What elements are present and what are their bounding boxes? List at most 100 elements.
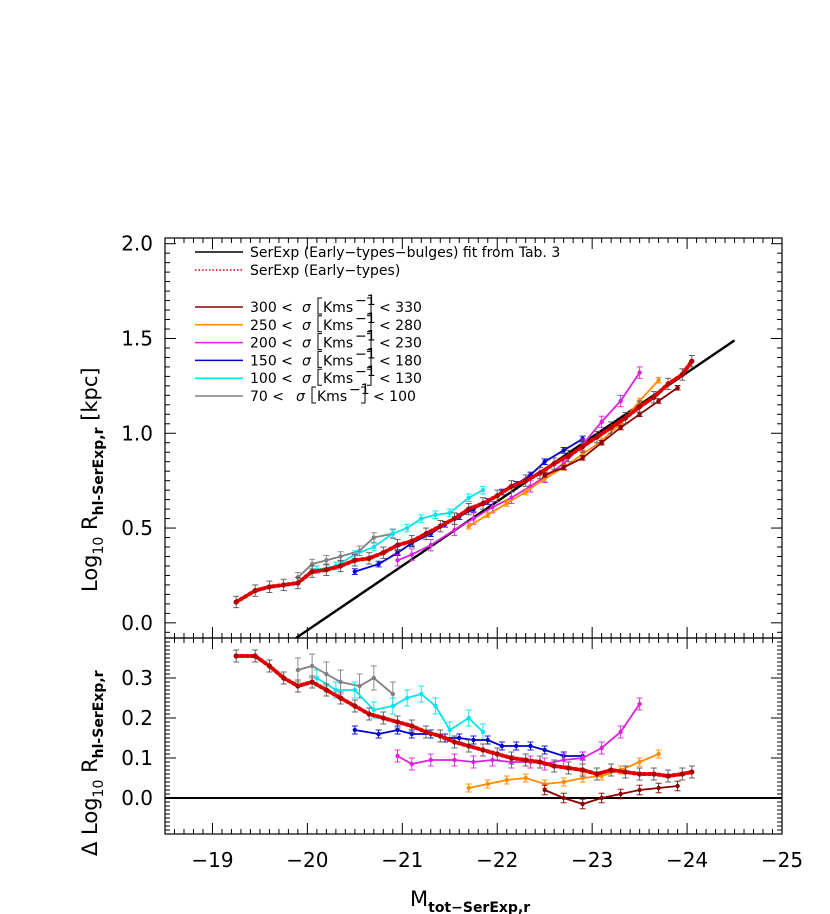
x-tick-label: −23 [571, 848, 613, 872]
bottom-sigma-150-180-point [499, 743, 505, 749]
top-sigma-150-180-point [542, 459, 547, 464]
legend-sigma-label: 150 < σ Kms −1 < 180 [250, 346, 422, 369]
bottom-sigma-300-330-point [580, 801, 585, 807]
bottom-early-types-point [537, 759, 543, 765]
bottom-early-types-point [679, 771, 685, 777]
top-sigma-100-130-point [371, 544, 377, 550]
top-early-types-point [451, 515, 458, 522]
bottom-sigma-200-230-point [637, 701, 642, 707]
bottom-early-types-point [252, 653, 258, 659]
top-early-types-point [281, 582, 287, 588]
bottom-sigma-150-180-point [528, 743, 533, 749]
bottom-sigma-300-330-point [618, 791, 623, 797]
legend-sigma-hi: < 230 [379, 336, 422, 352]
top-early-types-point [309, 569, 315, 575]
bottom-early-types-point [233, 653, 239, 659]
legend-bracket-close [367, 333, 372, 351]
top-early-types-point [689, 358, 695, 364]
top-sigma-100-130-point [433, 512, 438, 517]
top-sigma-250-280-point [523, 489, 528, 495]
bottom-sigma-250-280-point [580, 775, 585, 781]
top-sigma-200-230-point [395, 558, 400, 563]
top-y-tick-label: 1.0 [121, 421, 153, 445]
bottom-sigma-200-230-point [471, 759, 476, 765]
top-early-types-point [523, 478, 529, 484]
bottom-sigma-250-280-point [466, 785, 471, 791]
top-early-types-point [679, 371, 685, 378]
top-sigma-100-130-point [480, 487, 486, 493]
bottom-early-types-point [323, 687, 329, 693]
bottom-sigma-100-130-point [314, 675, 320, 681]
bottom-sigma-100-130-point [404, 695, 410, 701]
top-early-types-point [466, 506, 472, 512]
bottom-sigma-150-180-point [471, 737, 476, 743]
bottom-sigma-70-100-point [371, 675, 377, 681]
top-early-types-point [323, 567, 329, 573]
bottom-early-types-point [309, 679, 315, 685]
top-y-axis-label: Log10 Rhl-SerExp,r [kpc] [78, 367, 107, 592]
bottom-early-types-point [266, 663, 273, 669]
bottom-sigma-150-180-point [542, 747, 547, 753]
top-early-types-point [665, 381, 671, 387]
top-early-types-point [295, 580, 301, 586]
top-early-types-point [608, 424, 614, 431]
bottom-early-types-point [651, 771, 657, 777]
bottom-early-types-point [665, 773, 671, 779]
bottom-sigma-300-330-point [675, 783, 680, 789]
bottom-sigma-100-130-point [433, 703, 438, 709]
bottom-early-types-point [352, 703, 358, 709]
bottom-sigma-200-230-point [599, 745, 604, 751]
bottom-sigma-100-130-point [371, 707, 377, 713]
legend-sigma-unit: Kms [323, 353, 353, 369]
bottom-frame [164, 637, 783, 835]
bottom-sigma-200-230-point [490, 757, 495, 763]
bottom-sigma-250-280-point [504, 777, 509, 783]
bottom-early-types-point [480, 747, 486, 753]
bottom-sigma-200-230-point [395, 753, 400, 759]
top-sigma-250-280-point [485, 512, 490, 517]
bottom-sigma-70-100-point [338, 679, 343, 685]
legend-sigma-exp: −1 [355, 346, 376, 362]
top-sigma-300-330-point [542, 472, 547, 478]
top-sigma-200-230-point [471, 516, 476, 521]
legend-bracket-open [311, 386, 316, 404]
bottom-early-types-point [565, 765, 572, 771]
bottom-early-types-point [409, 723, 415, 729]
legend-sigma-label: 250 < σ Kms −1 < 280 [250, 311, 422, 334]
legend-sigma-exp: −1 [355, 311, 376, 327]
bottom-sigma-150-180-point [514, 743, 519, 749]
bottom-sigma-70-100-point [324, 671, 329, 677]
legend-sigma-exp: −1 [349, 382, 370, 398]
top-y-tick-label: 0.0 [121, 611, 153, 635]
x-axis-label: Mtot−SerExp,r [410, 887, 530, 914]
top-sigma-70-100-point [371, 535, 377, 540]
top-sigma-100-130-point [390, 531, 396, 536]
top-early-types-point [394, 542, 401, 548]
top-early-types-point [580, 443, 586, 450]
top-early-types-point [366, 555, 372, 561]
bottom-early-types-point [366, 711, 372, 717]
x-tick-label: −21 [381, 848, 423, 872]
legend-bracket-close [361, 386, 366, 404]
legend-sigma-label: 70 < σ Kms −1 < 100 [250, 382, 416, 405]
legend-sigma-exp: −1 [355, 293, 376, 309]
legend-sigma-symbol: σ [302, 318, 312, 334]
top-sigma-100-130-point [447, 510, 452, 516]
top-early-types-point [637, 404, 643, 410]
bottom-sigma-70-100-point [309, 663, 315, 669]
top-early-types-point [266, 584, 273, 590]
top-early-types-point [537, 470, 543, 476]
legend-bracket-open [317, 368, 322, 386]
bottom-sigma-300-330-point [542, 787, 547, 793]
top-sigma-200-230-point [618, 398, 623, 404]
bottom-sigma-300-330-point [656, 785, 661, 791]
legend-sigma-symbol: σ [302, 353, 312, 369]
x-tick-label: −20 [286, 848, 328, 872]
legend-sigma-lo: 200 < [250, 336, 293, 352]
legend-sigma-unit: Kms [323, 300, 353, 316]
top-sigma-100-130-point [466, 495, 471, 500]
legend-sigma-lo: 70 < [250, 389, 284, 405]
top-panel: 0.0 0.5 1.0 1.5 2.0 [121, 232, 783, 639]
x-tick-label: −22 [476, 848, 518, 872]
bottom-y-axis-label: Δ Log10 Rhl-SerExp,r [78, 670, 107, 856]
